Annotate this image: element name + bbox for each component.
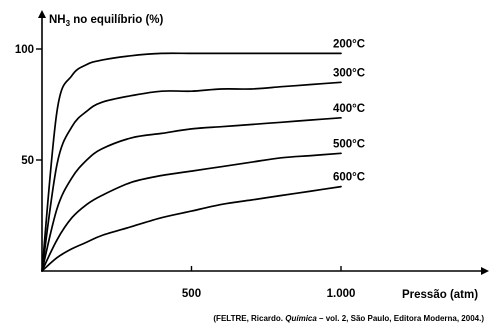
series-label-1: 300°C [333,67,365,79]
y-tick-label-0: 50 [21,155,34,167]
series-line-0 [41,52,342,272]
source-prefix: (FELTRE, Ricardo. [213,314,285,323]
x-tick-label-1: 1.000 [327,288,356,300]
series-lines [41,52,342,272]
y-axis-label: NH3 no equilíbrio (%) [49,14,164,28]
x-tick-label-0: 500 [182,288,201,300]
series-line-1 [41,81,342,272]
ticks: 500 1.000 50 100 [15,44,356,300]
series-line-4 [41,185,342,272]
series-line-3 [41,152,342,272]
series-labels: 200°C 300°C 400°C 500°C 600°C [333,38,365,183]
y-axis-label-main: NH [49,14,66,26]
source-title: Química [285,314,317,323]
series-label-0: 200°C [333,38,365,50]
source-caption: (FELTRE, Ricardo. Química – vol. 2, São … [213,314,484,323]
series-label-4: 600°C [333,172,365,184]
y-axis-label-sub: 3 [66,19,71,28]
y-tick-label-1: 100 [15,44,34,56]
source-suffix: – vol. 2, São Paulo, Editora Moderna, 20… [317,314,484,323]
series-line-2 [41,116,342,272]
y-axis-label-rest: no equilíbrio (%) [70,14,163,26]
series-label-2: 400°C [333,103,365,115]
series-label-3: 500°C [333,138,365,150]
x-axis-label: Pressão (atm) [402,289,478,301]
